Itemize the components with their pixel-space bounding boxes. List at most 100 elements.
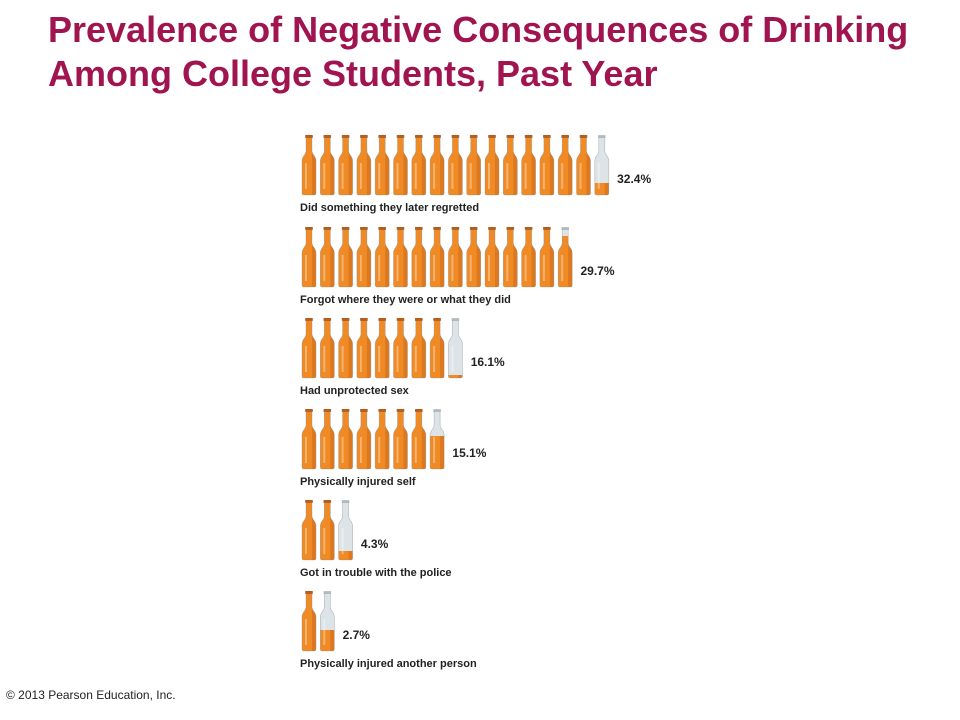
bottle-mark — [429, 227, 445, 288]
bottle-outline — [338, 228, 353, 288]
bottle-highlight — [488, 163, 490, 189]
bottle-outline — [338, 136, 353, 196]
bottle-mark — [448, 318, 463, 379]
bottle-mark — [374, 135, 390, 196]
bottle-cap — [543, 227, 551, 230]
bottle-highlight — [451, 163, 454, 189]
bottle-outline — [374, 410, 390, 470]
bottle-mark — [484, 227, 500, 288]
bottle-shade — [385, 137, 390, 195]
bottle-outline — [338, 319, 353, 379]
bottle-cap — [488, 135, 496, 138]
slide-title: Prevalence of Negative Consequences of D… — [48, 9, 909, 94]
bottle-cap — [506, 227, 515, 230]
bottle-shade — [330, 411, 335, 469]
bottle-mark — [539, 135, 555, 196]
bottle-shade — [549, 229, 554, 287]
chart-row: 32.4% Did something they later regretted — [300, 135, 651, 214]
category-label: Got in trouble with the police — [300, 567, 452, 579]
bottle-highlight — [414, 346, 417, 372]
bottle-cap — [451, 318, 460, 321]
bottle-outline — [466, 228, 481, 288]
bottle-highlight — [469, 255, 472, 281]
bottle-shade — [440, 137, 445, 195]
bottle-shade — [385, 320, 390, 378]
bottle-highlight — [359, 163, 362, 189]
bottle-highlight — [433, 255, 436, 281]
bottle-cap — [341, 500, 350, 503]
bottle-glass — [594, 137, 609, 195]
bottle-cap — [469, 227, 478, 230]
bottle-outline — [429, 410, 445, 470]
bottle-cap — [433, 227, 441, 230]
bottle-highlight — [323, 528, 326, 554]
bottle-mark — [411, 227, 427, 288]
bottle-liquid — [558, 236, 573, 287]
bottle-shade — [312, 411, 316, 469]
bottle-mark — [374, 409, 390, 470]
bottle-highlight — [433, 163, 436, 189]
bottle-shade — [366, 411, 371, 469]
bottle-mark — [338, 135, 353, 196]
bottle-shade — [513, 137, 518, 195]
chart-row: 2.7% Physically injured another person — [300, 591, 477, 670]
bottle-mark — [301, 591, 317, 652]
bottle-mark — [448, 227, 463, 288]
bottle-cap — [323, 591, 332, 594]
bottle-outline — [393, 410, 408, 470]
bottle-mark — [301, 500, 317, 561]
bottle-mark — [557, 227, 573, 288]
bottle-outline — [576, 136, 591, 196]
bottle-shade — [421, 137, 426, 195]
bottle-shade — [476, 229, 481, 287]
bottle-highlight — [341, 528, 344, 554]
bottle-cap — [305, 500, 313, 503]
bottle-liquid — [320, 630, 335, 651]
bottle-cap — [469, 135, 478, 138]
bottle-shade — [348, 551, 353, 560]
bottle-cap — [323, 409, 332, 412]
bottle-shade — [531, 229, 536, 287]
bottle-highlight — [378, 346, 381, 372]
bottle-highlight — [323, 437, 326, 463]
bottle-cap — [598, 135, 606, 138]
data-label: 4.3% — [361, 537, 389, 551]
bottle-mark — [521, 227, 536, 288]
bottle-mark — [301, 227, 317, 288]
bottle-outline — [320, 319, 335, 379]
bottle-mark — [338, 500, 353, 561]
bottle-shade — [403, 229, 408, 287]
bottle-cap — [488, 227, 496, 230]
bottle-cap — [305, 318, 313, 321]
bottle-mark — [429, 409, 445, 470]
data-label: 15.1% — [452, 446, 486, 460]
bottle-cap — [415, 135, 423, 138]
bottle-shade — [403, 320, 408, 378]
bottle-liquid — [594, 183, 609, 195]
bottle-mark — [594, 135, 610, 196]
bottle-outline — [393, 136, 408, 196]
bottle-outline — [320, 501, 335, 561]
bottle-highlight — [433, 437, 436, 463]
bottle-highlight — [359, 346, 362, 372]
bottle-highlight — [414, 163, 417, 189]
bottle-shade — [366, 320, 371, 378]
bottle-outline — [320, 228, 335, 288]
bottle-cap — [396, 135, 405, 138]
bottle-highlight — [323, 346, 326, 372]
bottle-highlight — [341, 437, 344, 463]
bottle-cap — [360, 227, 368, 230]
bottle-cap — [451, 135, 460, 138]
bottle-shade — [531, 137, 536, 195]
bottle-glass — [338, 502, 353, 560]
bottle-shade — [421, 320, 426, 378]
bottle-shade — [568, 137, 573, 195]
bottle-mark — [301, 135, 317, 196]
bottle-shade — [385, 411, 390, 469]
bottle-shade — [330, 137, 335, 195]
bottle-highlight — [396, 163, 399, 189]
bottle-outline — [356, 228, 372, 288]
bottle-mark — [557, 135, 573, 196]
chart-row: 4.3% Got in trouble with the police — [300, 500, 452, 579]
bottle-highlight — [488, 255, 490, 281]
